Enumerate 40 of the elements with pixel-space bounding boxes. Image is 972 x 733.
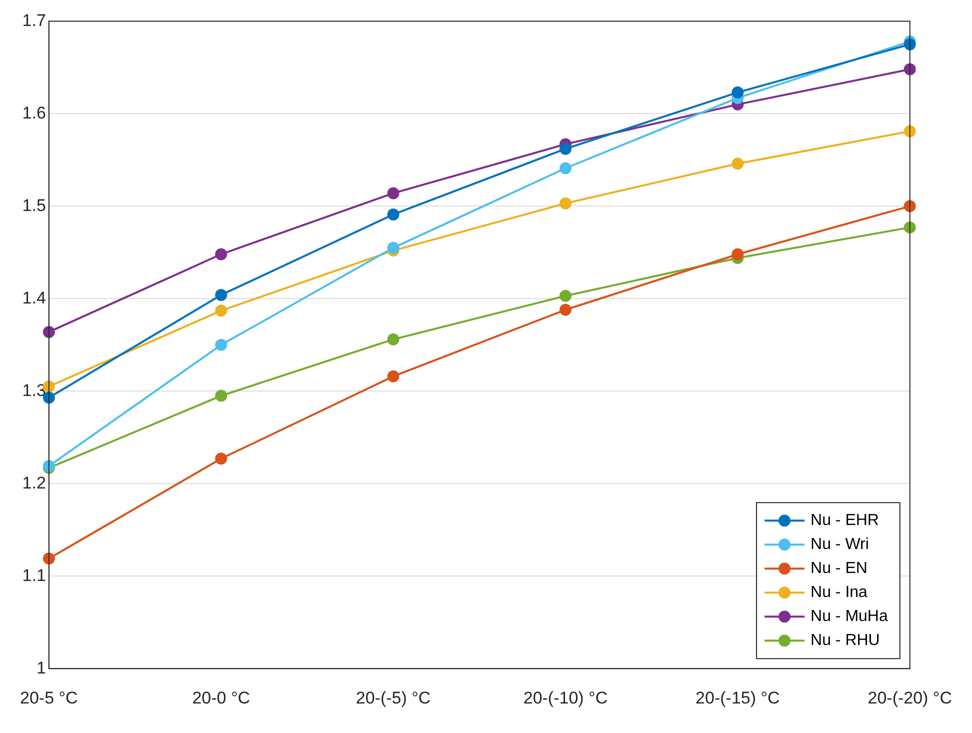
point bbox=[215, 248, 228, 260]
point bbox=[215, 390, 228, 402]
legend-label: Nu - MuHa bbox=[810, 608, 888, 626]
y-tick-label: 1.7 bbox=[22, 10, 46, 30]
point bbox=[559, 290, 572, 302]
point bbox=[42, 552, 55, 565]
point bbox=[732, 86, 744, 98]
point bbox=[42, 326, 55, 338]
point bbox=[387, 370, 400, 382]
y-tick-label: 1 bbox=[36, 658, 46, 678]
point bbox=[559, 197, 572, 210]
legend-label: Nu - EHR bbox=[810, 512, 879, 530]
point bbox=[387, 333, 400, 346]
point bbox=[732, 158, 744, 170]
y-tick-label: 1.2 bbox=[22, 473, 46, 492]
point bbox=[387, 242, 400, 254]
point bbox=[215, 288, 228, 301]
point bbox=[215, 304, 228, 317]
x-tick-label: 20-0 °C bbox=[192, 688, 250, 708]
y-tick-label: 1.1 bbox=[22, 566, 46, 585]
y-tick-label: 1.4 bbox=[22, 288, 46, 308]
point bbox=[387, 187, 400, 200]
x-tick-label: 20-(-5) °C bbox=[356, 688, 431, 708]
point bbox=[387, 208, 400, 220]
point bbox=[732, 248, 744, 260]
legend-label: Nu - EN bbox=[810, 560, 868, 578]
x-tick-label: 20-5 °C bbox=[20, 688, 78, 708]
point bbox=[559, 304, 572, 316]
y-tick-label: 1.6 bbox=[22, 103, 46, 122]
x-tick-label: 20-(-10) °C bbox=[523, 688, 608, 708]
point bbox=[215, 452, 228, 465]
point bbox=[215, 338, 228, 351]
x-tick-label: 20-(-15) °C bbox=[696, 688, 780, 708]
point bbox=[559, 162, 572, 174]
legend-label: Nu - RHU bbox=[810, 632, 880, 650]
y-tick-label: 1.5 bbox=[22, 196, 46, 215]
x-tick-label: 20-(-20) °C bbox=[868, 688, 952, 708]
legend-label: Nu - Wri bbox=[810, 536, 869, 554]
point bbox=[559, 142, 572, 155]
legend-label: Nu - Ina bbox=[810, 584, 868, 602]
